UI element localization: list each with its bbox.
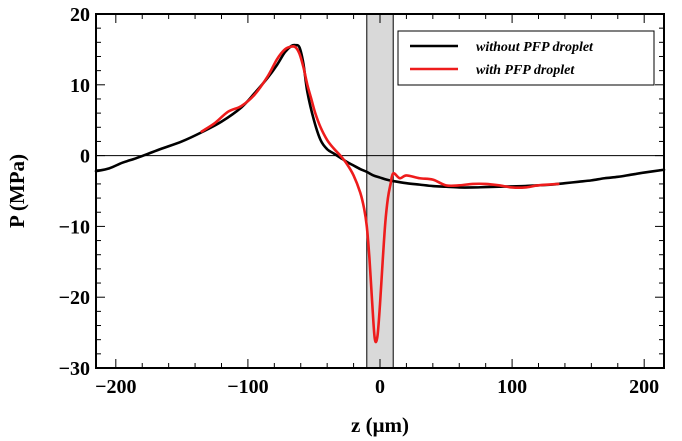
x-tick-label: 0 <box>375 376 385 398</box>
legend: without PFP droplet with PFP droplet <box>397 30 655 86</box>
legend-label-with-pfp: with PFP droplet <box>476 63 575 78</box>
x-tick-label: −100 <box>227 376 268 398</box>
legend-label-without-pfp: without PFP droplet <box>476 40 594 55</box>
y-tick-label: −20 <box>59 287 90 309</box>
y-tick-label: −30 <box>59 358 90 380</box>
x-tick-label: 200 <box>629 376 659 398</box>
series-layer <box>94 43 666 344</box>
y-tick-label: 0 <box>80 146 90 168</box>
y-axis-title: P (MPa) <box>5 154 29 228</box>
x-tick-label: 100 <box>497 376 527 398</box>
x-axis-title: z (μm) <box>351 413 409 437</box>
plot-frame <box>95 13 665 369</box>
series-line-1 <box>200 45 560 344</box>
y-tick-label: 10 <box>70 75 90 97</box>
y-tick-label: −10 <box>59 216 90 238</box>
legend-box <box>397 30 655 86</box>
x-tick-label: −200 <box>95 376 136 398</box>
y-tick-label: 20 <box>70 4 90 26</box>
